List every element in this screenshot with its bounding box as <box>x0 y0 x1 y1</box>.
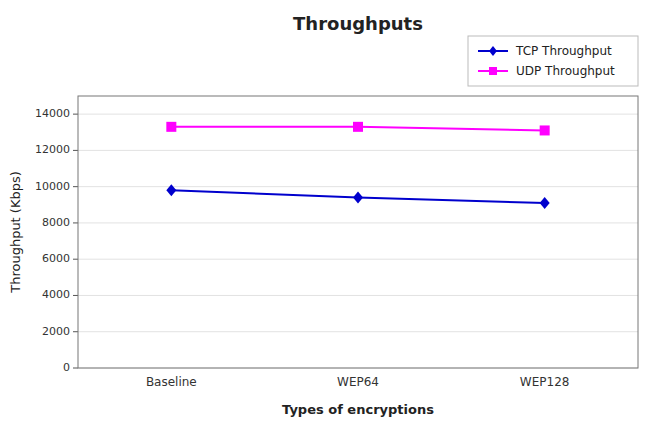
legend-label: TCP Throughput <box>515 44 612 58</box>
marker <box>166 184 176 196</box>
grid-line <box>78 186 638 187</box>
tick-mark <box>73 331 78 332</box>
tick-mark <box>73 222 78 223</box>
marker <box>540 197 550 209</box>
tick-mark <box>73 259 78 260</box>
tick-label: 14000 <box>35 107 70 120</box>
grid-line <box>78 331 638 332</box>
grid-line <box>78 222 638 223</box>
plot-frame <box>78 96 638 368</box>
tick-label: WEP128 <box>520 375 570 389</box>
tick-label: 0 <box>63 361 70 374</box>
chart: 0 2000 4000 6000 8000 10000 12000 14000 Baseline… <box>0 0 660 430</box>
legend-box <box>468 36 638 86</box>
tick-mark <box>73 150 78 151</box>
legend-marker <box>489 67 497 75</box>
legend-marker <box>489 46 497 56</box>
tick-label: 6000 <box>42 252 70 265</box>
marker <box>353 192 363 204</box>
series-line <box>171 190 544 203</box>
axis-label: Throughput (Kbps) <box>8 171 23 294</box>
tick-label: 10000 <box>35 180 70 193</box>
data-group <box>166 122 549 209</box>
plot-area <box>78 96 638 368</box>
tick-label: 4000 <box>42 288 70 301</box>
legend: TCP Throughput UDP Throughput <box>468 36 638 86</box>
grid-line <box>78 295 638 296</box>
title: Throughputs <box>293 13 423 34</box>
tick-label: 8000 <box>42 216 70 229</box>
tick-label: 2000 <box>42 325 70 338</box>
grid-line <box>78 150 638 151</box>
marker <box>540 125 550 135</box>
grid-line <box>78 259 638 260</box>
grid-line <box>78 114 638 115</box>
axis-label: Types of encryptions <box>282 402 434 417</box>
tick-label: Baseline <box>146 375 197 389</box>
tick-mark <box>73 114 78 115</box>
tick-mark <box>73 186 78 187</box>
marker <box>166 122 176 132</box>
tick-label: 12000 <box>35 143 70 156</box>
marker <box>353 122 363 132</box>
legend-label: UDP Throughput <box>516 64 615 78</box>
tick-label: WEP64 <box>337 375 379 389</box>
tick-mark <box>73 295 78 296</box>
tick-mark <box>73 368 78 369</box>
